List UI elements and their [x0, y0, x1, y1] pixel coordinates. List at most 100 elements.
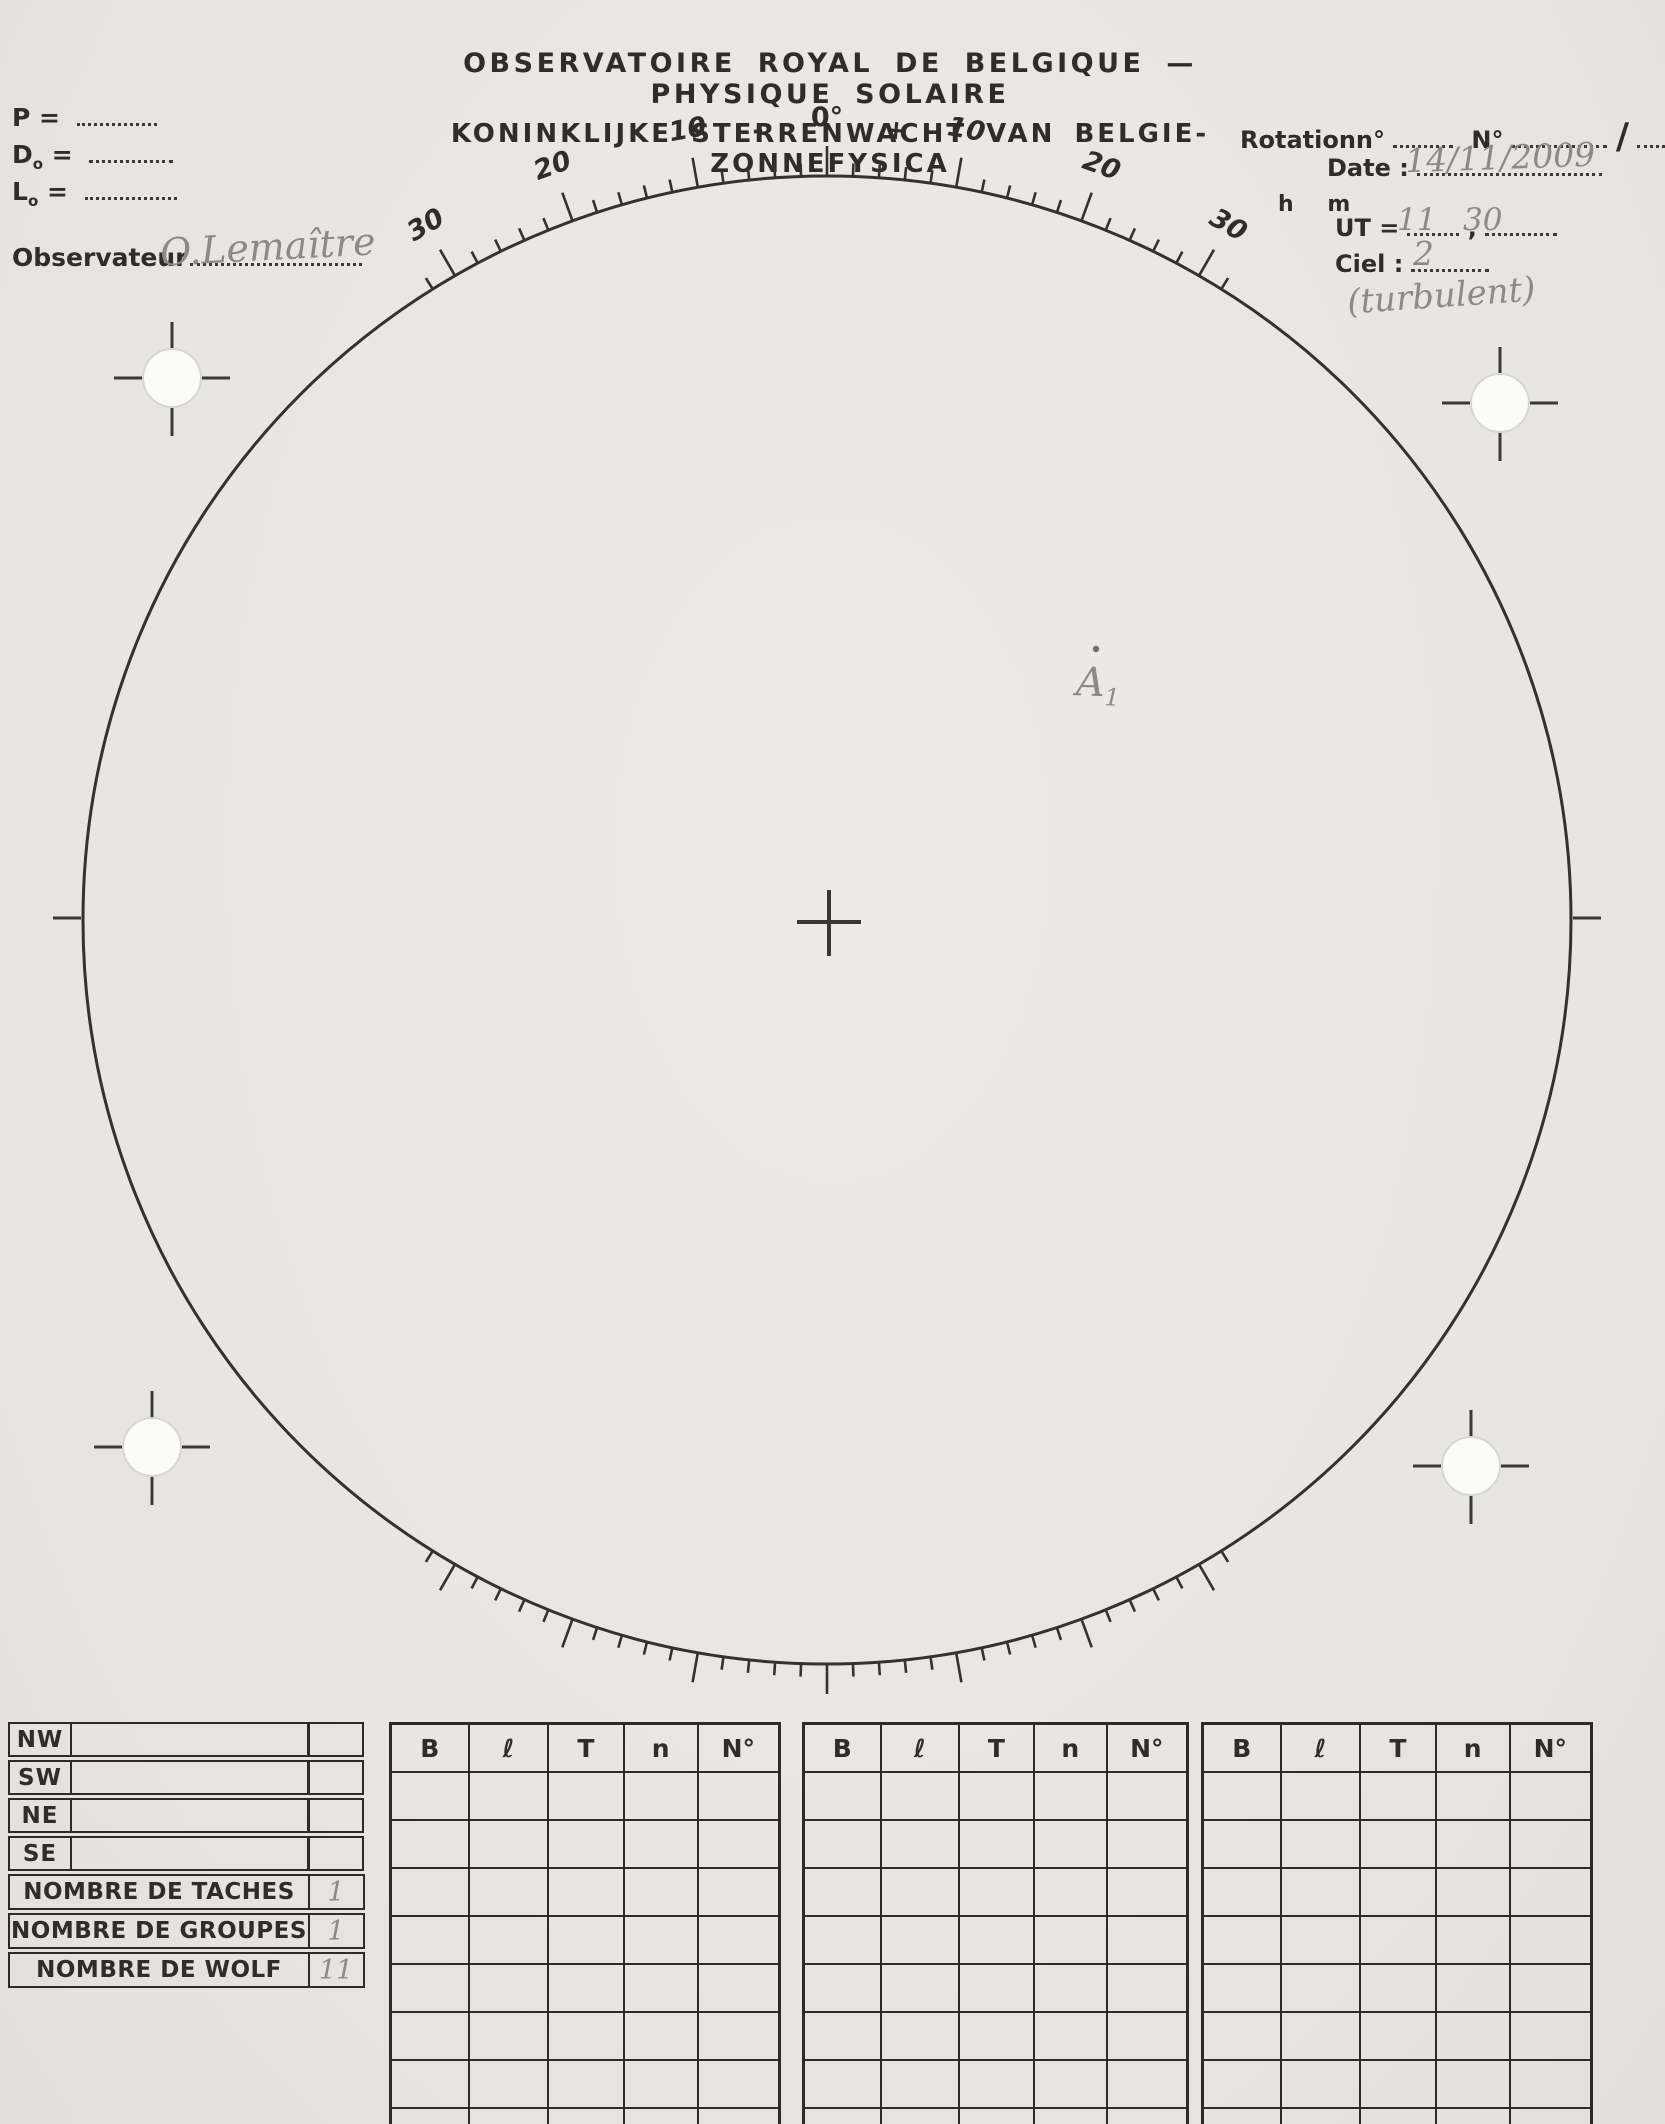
group-table-cell [879, 1819, 961, 1869]
equals-sign: = [39, 103, 60, 132]
group-table-cell [467, 1915, 550, 1965]
group-table-cell [1359, 1819, 1437, 1869]
group-table-cell [1032, 2059, 1108, 2109]
quadrant-label: SW [8, 1760, 72, 1795]
group-table-cell [1508, 1915, 1593, 1965]
group-table-cell [696, 2107, 781, 2124]
ut-comma: , [1467, 214, 1477, 242]
group-table-cell [389, 2059, 470, 2109]
group-table-cell [879, 2107, 961, 2124]
group-table-cell [389, 1963, 470, 2013]
group-table-row [802, 2107, 1189, 2124]
tick-bottom [1128, 1599, 1137, 1613]
group-table-header-3: n [1434, 1722, 1511, 1773]
rotation-line: Rotationn° N° / [1240, 116, 1665, 157]
group-table-cell [389, 1915, 470, 1965]
ut-hours-blank [1407, 217, 1460, 236]
sunspot-mark [1092, 645, 1100, 653]
group-table-cell [1359, 2107, 1437, 2124]
group-table-row [1201, 2059, 1593, 2109]
tick-top [929, 170, 934, 184]
group-table-row [1201, 1819, 1593, 1869]
group-table-cell [958, 2107, 1035, 2124]
minutes-unit-label: m [1327, 192, 1351, 217]
scale-label-20: 20 [1079, 145, 1125, 187]
quadrant-value-cell [307, 1722, 364, 1757]
number-blank [1511, 129, 1608, 148]
tick-bottom [517, 1599, 526, 1613]
group-table-cell [802, 1867, 882, 1917]
sky-label: Ciel : [1335, 250, 1404, 278]
punch-hole-bottom-right [1413, 1410, 1529, 1524]
tick-top [877, 164, 882, 178]
group-table-cell [547, 2059, 625, 2109]
group-table-cell [1032, 1963, 1108, 2013]
group-table-row [1201, 2107, 1593, 2124]
group-table-cell [802, 2059, 882, 2109]
quadrant-blank-cell [69, 1722, 310, 1757]
scale-label-10: 10 [945, 111, 987, 148]
group-table-cell [1032, 1915, 1108, 1965]
group-table-cell [1434, 1819, 1511, 1869]
group-table-cell [1508, 1771, 1593, 1821]
group-table-cell [467, 1963, 550, 2013]
ut-minutes-blank [1484, 217, 1557, 236]
quadrant-label: NE [8, 1798, 72, 1833]
tick-top [1128, 227, 1137, 241]
tick-top [1055, 199, 1063, 213]
group-table-cell [547, 2011, 625, 2061]
group-table-cell [958, 2011, 1035, 2061]
group-table-cell [1359, 1771, 1437, 1821]
group-table-row [1201, 2011, 1593, 2061]
quadrant-row-nw: NW [8, 1722, 365, 1757]
tick-top [1151, 239, 1161, 252]
punch-hole-top-right [1442, 347, 1558, 461]
group-table-header-2: T [958, 1722, 1035, 1773]
group-table-cell [958, 1963, 1035, 2013]
group-table-row [1201, 1915, 1593, 1965]
scale-label--20: 20 [530, 145, 576, 187]
rotation-blank [1393, 129, 1453, 148]
tick-bottom [1220, 1550, 1230, 1563]
tick-bottom [954, 1652, 963, 1683]
tick-top [1005, 185, 1012, 199]
group-table-cell [696, 1867, 781, 1917]
group-table-cell [1105, 1771, 1189, 1821]
group-table-cell [1279, 1963, 1362, 2013]
group-table-header-4: N° [696, 1722, 781, 1773]
tick-bottom [1151, 1588, 1161, 1601]
tick-top [746, 167, 751, 181]
group-table-cell [1105, 1915, 1189, 1965]
group-table-header-1: ℓ [1279, 1722, 1362, 1773]
observer-blank [189, 247, 362, 266]
group-table-cell [389, 1819, 470, 1869]
group-table-cell [1508, 2107, 1593, 2124]
field-p-blank [76, 107, 157, 126]
summary-value-handwritten: 1 [307, 1913, 365, 1949]
group-table-cell [1201, 2011, 1282, 2061]
group-table-cell [1105, 2011, 1189, 2061]
quadrant-row-se: SE [8, 1836, 365, 1871]
field-d0-label: D [12, 140, 33, 169]
group-table-cell [1434, 1771, 1511, 1821]
degree-tick-marks [424, 146, 1230, 1694]
punch-holes [94, 322, 1558, 1524]
degree-scale-labels: 30 20 10 - 0° +10 20 30 [402, 102, 1253, 248]
observer-line: Observateur O.Lemaître [12, 219, 377, 274]
group-table-row [1201, 1963, 1593, 2013]
group-table-cell [1105, 1819, 1189, 1869]
hours-unit-label: h [1278, 192, 1294, 217]
field-l0-label: L [12, 177, 28, 206]
date-line: Date : 14/11/2009 [1327, 135, 1602, 182]
group-table-cell [1201, 2059, 1282, 2109]
group-table-cell [1508, 1867, 1593, 1917]
date-label: Date : [1327, 154, 1409, 182]
scale-label--30: 30 [402, 202, 450, 248]
punch-hole-bottom-left [94, 1391, 210, 1505]
tick-bottom [617, 1634, 624, 1649]
group-table-header-4: N° [1105, 1722, 1189, 1773]
group-table-cell [1105, 1867, 1189, 1917]
